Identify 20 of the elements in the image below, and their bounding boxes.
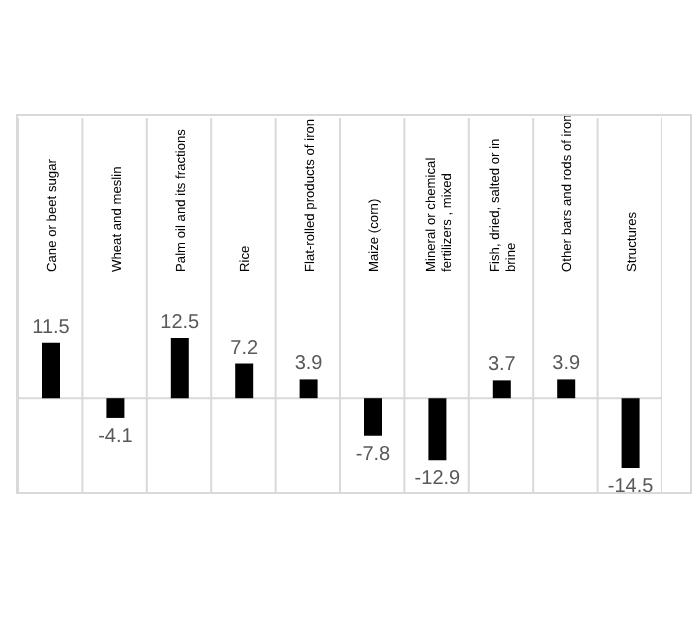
bar xyxy=(492,380,511,399)
data-label: -14.5 xyxy=(607,476,655,498)
data-label: -7.8 xyxy=(355,443,392,466)
bar xyxy=(621,398,640,468)
data-label: -12.9 xyxy=(414,468,462,491)
bar xyxy=(170,338,189,399)
data-label: -4.1 xyxy=(98,425,134,448)
bar xyxy=(557,379,576,399)
data-label: 3.7 xyxy=(487,354,517,377)
bar xyxy=(235,363,254,399)
data-label: 7.2 xyxy=(230,337,259,360)
data-label: 12.5 xyxy=(160,312,201,334)
bar xyxy=(42,342,60,399)
data-label: 11.5 xyxy=(32,316,71,339)
bar xyxy=(364,398,382,436)
data-label: 3.9 xyxy=(552,353,581,376)
bar xyxy=(299,379,318,399)
data-label: 3.9 xyxy=(294,353,324,376)
bar xyxy=(106,398,125,418)
bar xyxy=(428,398,447,461)
